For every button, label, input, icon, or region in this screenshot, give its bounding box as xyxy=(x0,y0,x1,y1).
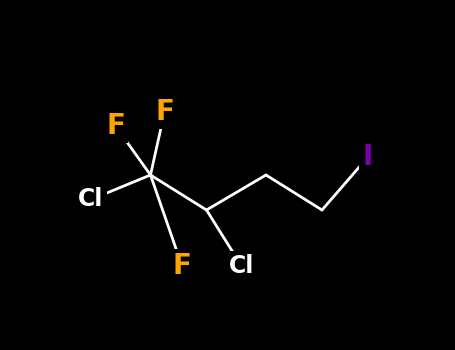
Text: Cl: Cl xyxy=(78,188,104,211)
Text: Cl: Cl xyxy=(229,254,254,278)
Text: F: F xyxy=(106,112,125,140)
Text: I: I xyxy=(362,144,373,172)
Text: F: F xyxy=(155,98,174,126)
Text: F: F xyxy=(172,252,192,280)
